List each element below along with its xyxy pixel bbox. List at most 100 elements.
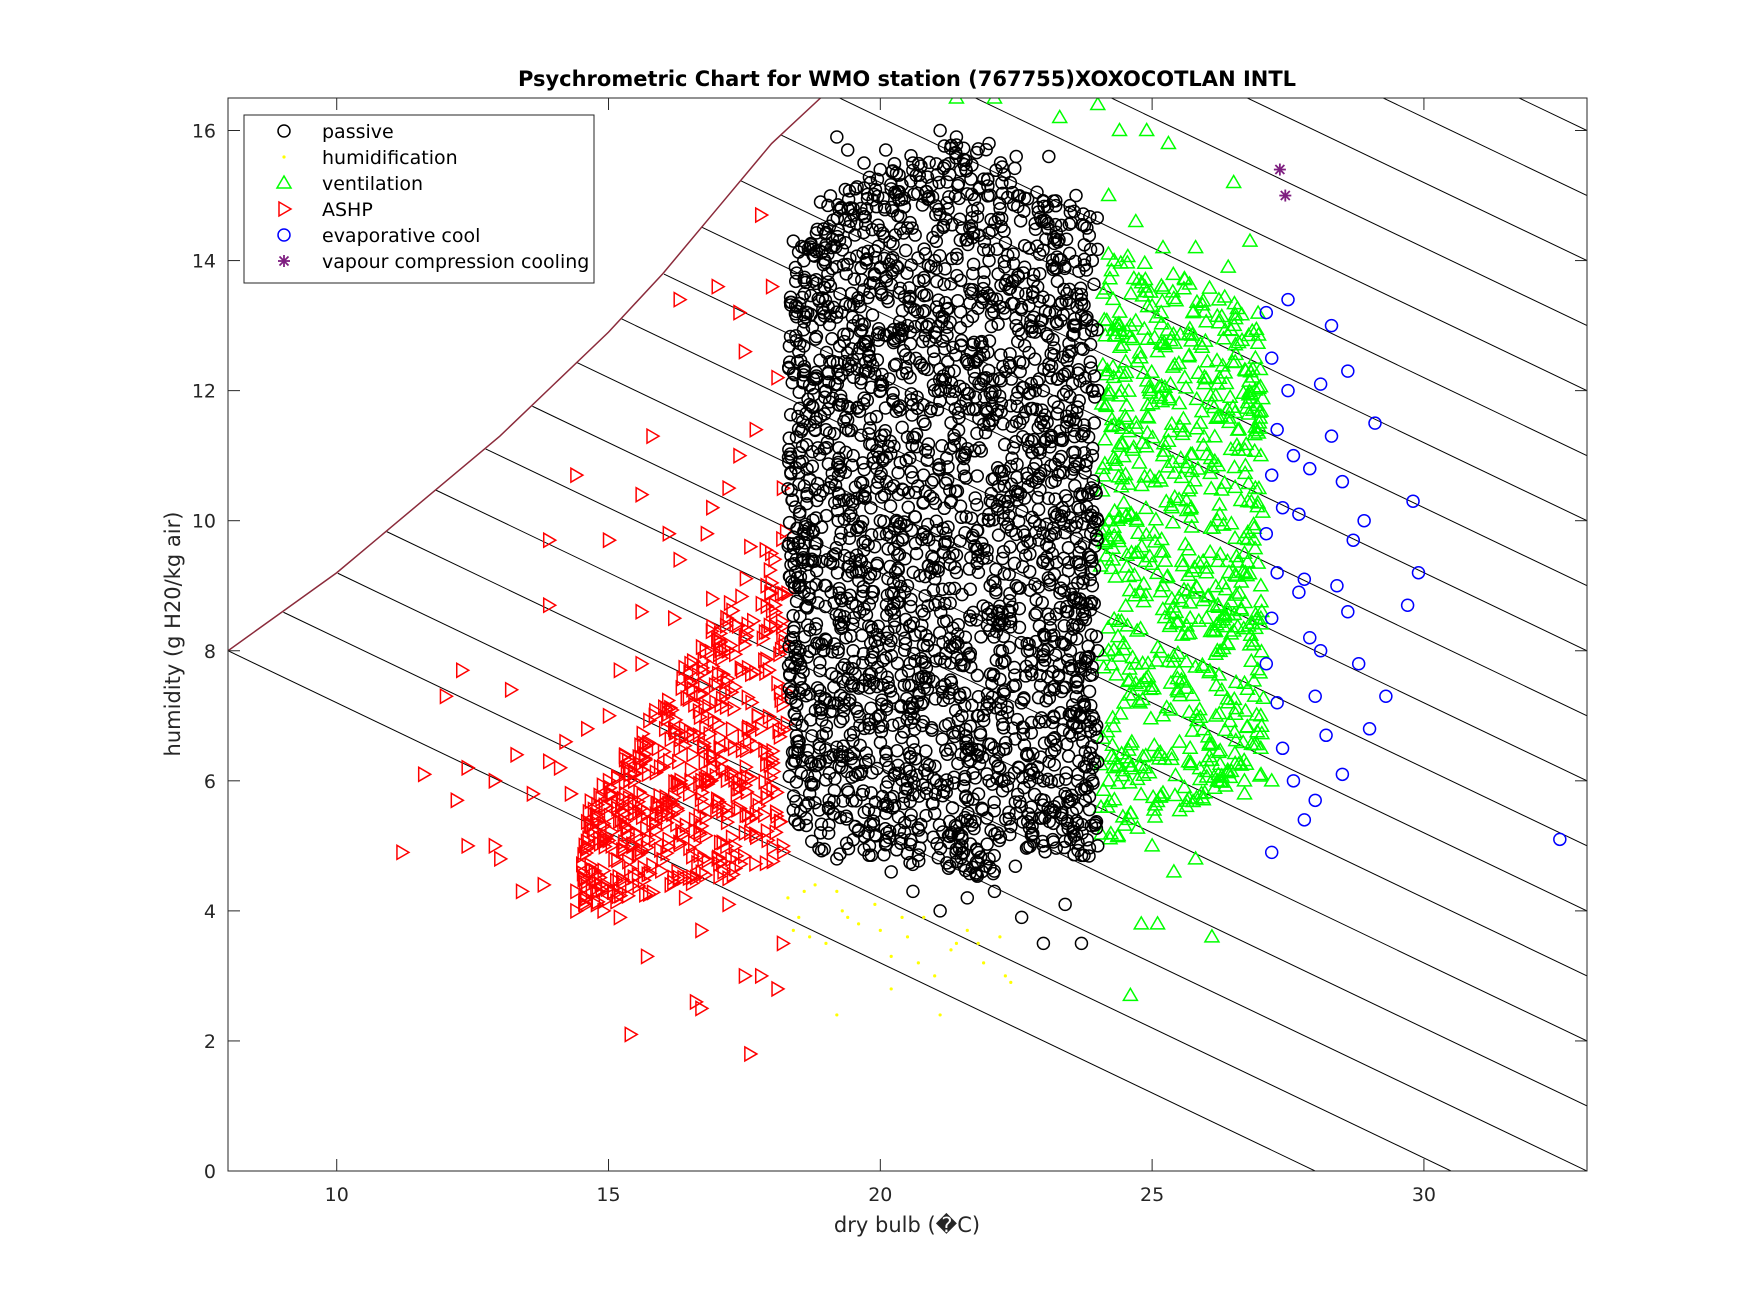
data-point bbox=[793, 609, 807, 624]
data-point bbox=[598, 892, 613, 910]
data-point bbox=[1088, 818, 1102, 832]
data-point bbox=[997, 464, 1011, 478]
data-point bbox=[1003, 605, 1017, 619]
data-point bbox=[598, 831, 613, 849]
data-point bbox=[806, 242, 821, 257]
data-point bbox=[916, 961, 920, 965]
data-point bbox=[1208, 352, 1226, 367]
data-point bbox=[975, 864, 989, 879]
data-point bbox=[1032, 619, 1047, 633]
data-point bbox=[904, 465, 918, 479]
data-point bbox=[1237, 702, 1254, 717]
data-point bbox=[1101, 830, 1119, 845]
data-point bbox=[1211, 545, 1229, 561]
data-point bbox=[646, 427, 661, 445]
data-point bbox=[859, 201, 874, 216]
data-point bbox=[1102, 825, 1120, 840]
data-point bbox=[809, 276, 823, 291]
data-point bbox=[526, 785, 541, 803]
data-point bbox=[1089, 528, 1104, 543]
data-point bbox=[960, 891, 975, 905]
data-point bbox=[936, 545, 950, 560]
data-point bbox=[612, 868, 627, 886]
data-point bbox=[733, 304, 748, 321]
data-point bbox=[1099, 723, 1116, 738]
data-point bbox=[1247, 422, 1265, 437]
data-point bbox=[724, 765, 739, 783]
data-point bbox=[841, 423, 856, 438]
data-point bbox=[1111, 122, 1128, 137]
data-point bbox=[1219, 635, 1237, 651]
data-point bbox=[1215, 330, 1232, 345]
data-point bbox=[1049, 841, 1063, 855]
data-point bbox=[1089, 486, 1103, 501]
data-point bbox=[786, 789, 801, 803]
data-point bbox=[1093, 395, 1111, 410]
data-point bbox=[886, 386, 900, 400]
data-point bbox=[855, 787, 869, 802]
data-point bbox=[749, 825, 764, 843]
data-point bbox=[920, 767, 935, 781]
data-point bbox=[795, 414, 810, 429]
data-point bbox=[1178, 459, 1195, 474]
data-point bbox=[942, 691, 956, 705]
data-point bbox=[1104, 358, 1122, 373]
data-point bbox=[827, 495, 842, 510]
data-point bbox=[810, 681, 825, 695]
data-point bbox=[983, 667, 998, 681]
data-point bbox=[891, 810, 906, 824]
data-point bbox=[641, 831, 656, 849]
data-point bbox=[1096, 520, 1114, 535]
data-point bbox=[987, 795, 1001, 810]
data-point bbox=[803, 240, 818, 254]
data-point bbox=[843, 298, 857, 313]
data-point bbox=[1223, 515, 1240, 530]
data-point bbox=[1142, 710, 1160, 725]
data-point bbox=[805, 729, 819, 743]
data-point bbox=[1131, 454, 1148, 469]
data-point bbox=[904, 148, 918, 163]
data-point bbox=[856, 283, 871, 297]
data-point bbox=[931, 293, 946, 307]
data-point bbox=[943, 596, 957, 610]
data-point bbox=[1180, 703, 1198, 719]
data-point bbox=[1193, 403, 1211, 418]
data-point bbox=[944, 416, 958, 430]
data-point bbox=[1250, 424, 1267, 439]
data-point bbox=[1016, 720, 1031, 735]
data-point bbox=[671, 863, 686, 880]
data-point bbox=[844, 629, 858, 643]
data-point bbox=[997, 224, 1011, 238]
data-point bbox=[841, 356, 856, 371]
data-point bbox=[601, 799, 616, 816]
data-point bbox=[1024, 376, 1038, 391]
data-point bbox=[1184, 722, 1201, 737]
data-point bbox=[862, 597, 877, 612]
data-point bbox=[816, 257, 831, 272]
data-point bbox=[918, 443, 933, 457]
data-point bbox=[570, 466, 585, 484]
data-point bbox=[1069, 674, 1083, 688]
data-point bbox=[1058, 897, 1072, 912]
data-point bbox=[808, 769, 822, 783]
data-point bbox=[765, 278, 781, 295]
data-point bbox=[278, 200, 293, 218]
series-evaporative-cool bbox=[1259, 292, 1567, 860]
data-point bbox=[1002, 593, 1017, 608]
data-point bbox=[856, 584, 870, 599]
data-point bbox=[928, 539, 942, 553]
data-point bbox=[938, 1013, 942, 1017]
data-point bbox=[1089, 98, 1107, 111]
data-point bbox=[1279, 189, 1292, 202]
data-point bbox=[635, 761, 650, 779]
data-point bbox=[817, 280, 831, 294]
data-point bbox=[1162, 701, 1180, 716]
data-point bbox=[1002, 508, 1016, 523]
data-point bbox=[982, 253, 996, 268]
data-point bbox=[911, 854, 926, 868]
data-point bbox=[868, 182, 883, 197]
data-point bbox=[889, 954, 893, 959]
data-point bbox=[929, 773, 944, 788]
data-point bbox=[856, 397, 871, 411]
data-point bbox=[879, 143, 893, 157]
